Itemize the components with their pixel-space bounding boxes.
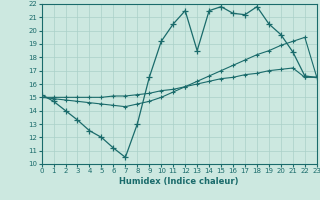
- X-axis label: Humidex (Indice chaleur): Humidex (Indice chaleur): [119, 177, 239, 186]
